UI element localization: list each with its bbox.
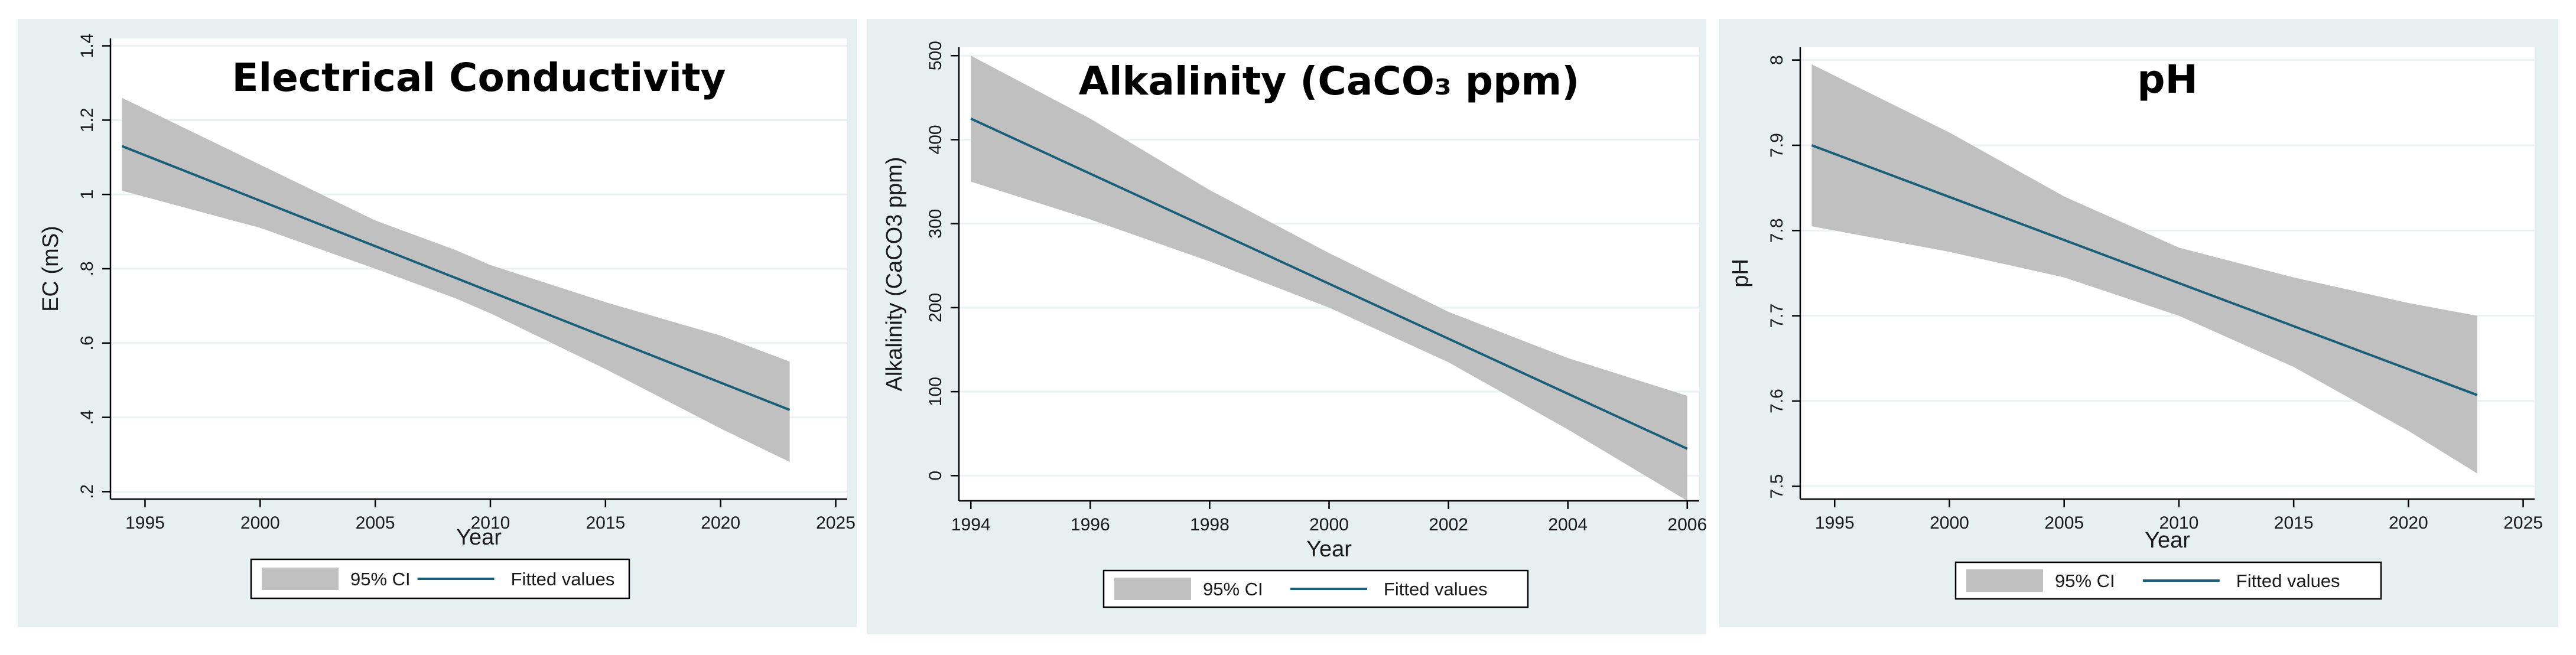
fitted-line bbox=[970, 118, 1688, 450]
y-tick-label: 7.5 bbox=[1767, 474, 1787, 498]
x-tick-label: 2025 bbox=[816, 513, 856, 533]
x-tick-label: 1995 bbox=[1815, 513, 1855, 533]
y-tick-label: 1.4 bbox=[77, 34, 97, 58]
x-tick-label: 2020 bbox=[2389, 513, 2428, 533]
x-tick-label: 1996 bbox=[1071, 515, 1110, 535]
y-axis-title: Alkalinity (CaCO3 ppm) bbox=[882, 157, 907, 392]
x-tick-label: 2005 bbox=[2044, 513, 2084, 533]
x-tick-label: 2015 bbox=[586, 513, 625, 533]
legend-ci-label: 95% CI bbox=[2055, 571, 2115, 591]
alkalinity-chart-panel: 1994 1996 1998 2000 2002 2004 2006 0 100 200 300 40… bbox=[867, 19, 1707, 634]
legend-ci-label: 95% CI bbox=[350, 569, 411, 589]
y-tick-label: 300 bbox=[926, 209, 945, 239]
fitted-line bbox=[121, 145, 791, 411]
x-tick-label: 1998 bbox=[1190, 515, 1230, 535]
y-tick-label: 0 bbox=[926, 471, 945, 481]
legend-ci-swatch bbox=[262, 568, 339, 590]
x-tick-label: 2002 bbox=[1429, 515, 1468, 535]
chart-title: Alkalinity (CaCO₃ ppm) bbox=[1079, 58, 1580, 104]
chart-svg: 1994 1996 1998 2000 2002 2004 2006 0 100 200 300 40… bbox=[882, 41, 1707, 608]
x-tick-label: 2004 bbox=[1548, 515, 1588, 535]
y-tick-label: 8 bbox=[1767, 55, 1787, 65]
x-tick-label: 2025 bbox=[2503, 513, 2543, 533]
legend-fit-label: Fitted values bbox=[1384, 579, 1488, 599]
y-axis-title: pH bbox=[1728, 259, 1753, 288]
y-tick-label: 7.8 bbox=[1767, 218, 1787, 243]
legend-fit-label: Fitted values bbox=[511, 569, 615, 589]
x-tick-label: 2010 bbox=[471, 513, 510, 533]
ci-band bbox=[1811, 64, 2477, 474]
x-tick-label: 2020 bbox=[701, 513, 740, 533]
ph-chart-panel: 1995 2000 2005 2010 2015 2020 2025 7.5 7.6 7.7 7.8… bbox=[1719, 19, 2558, 627]
y-tick-label: 100 bbox=[926, 377, 945, 406]
x-tick-label: 2000 bbox=[1930, 513, 1969, 533]
ci-band bbox=[971, 56, 1687, 501]
y-tick-label: 500 bbox=[926, 41, 945, 70]
x-axis-title: Year bbox=[1306, 537, 1352, 562]
x-tick-label: 2010 bbox=[2159, 513, 2199, 533]
chart-svg: 1995 2000 2005 2010 2015 2020 2025 .2 .4 .6 .8 1 1.2… bbox=[38, 34, 856, 599]
x-tick-label: 1995 bbox=[125, 513, 165, 533]
fitted-line bbox=[1811, 144, 2478, 396]
legend-fit-label: Fitted values bbox=[2236, 571, 2340, 591]
x-axis-title: Year bbox=[2145, 528, 2190, 553]
legend-ci-swatch bbox=[1114, 578, 1191, 600]
x-axis-title: Year bbox=[456, 525, 502, 550]
y-tick-label: 7.7 bbox=[1767, 304, 1787, 328]
chart-svg: 1995 2000 2005 2010 2015 2020 2025 7.5 7.6 7.7 7.8… bbox=[1728, 47, 2543, 600]
x-tick-label: 2005 bbox=[356, 513, 395, 533]
y-tick-label: 200 bbox=[926, 293, 945, 322]
y-tick-label: 7.9 bbox=[1767, 133, 1787, 158]
chart-title: pH bbox=[2137, 57, 2197, 102]
y-tick-label: 400 bbox=[926, 125, 945, 154]
y-tick-label: .2 bbox=[77, 484, 97, 499]
x-tick-label: 2006 bbox=[1667, 515, 1707, 535]
y-axis-title: EC (mS) bbox=[38, 226, 63, 312]
legend-ci-label: 95% CI bbox=[1203, 579, 1263, 599]
x-tick-label: 2000 bbox=[240, 513, 280, 533]
ci-band bbox=[122, 97, 790, 462]
x-tick-label: 1994 bbox=[951, 515, 991, 535]
ec-chart-panel: 1995 2000 2005 2010 2015 2020 2025 .2 .4 .6 .8 1 1.2… bbox=[18, 19, 857, 627]
y-tick-label: 1 bbox=[77, 190, 97, 200]
y-tick-label: .4 bbox=[77, 410, 97, 425]
x-tick-label: 2000 bbox=[1309, 515, 1349, 535]
y-tick-label: .6 bbox=[77, 335, 97, 350]
legend-ci-swatch bbox=[1966, 569, 2043, 592]
chart-title: Electrical Conductivity bbox=[232, 55, 726, 100]
y-tick-label: 7.6 bbox=[1767, 389, 1787, 413]
y-tick-label: .8 bbox=[77, 261, 97, 276]
x-tick-label: 2015 bbox=[2274, 513, 2314, 533]
y-tick-label: 1.2 bbox=[77, 108, 97, 133]
